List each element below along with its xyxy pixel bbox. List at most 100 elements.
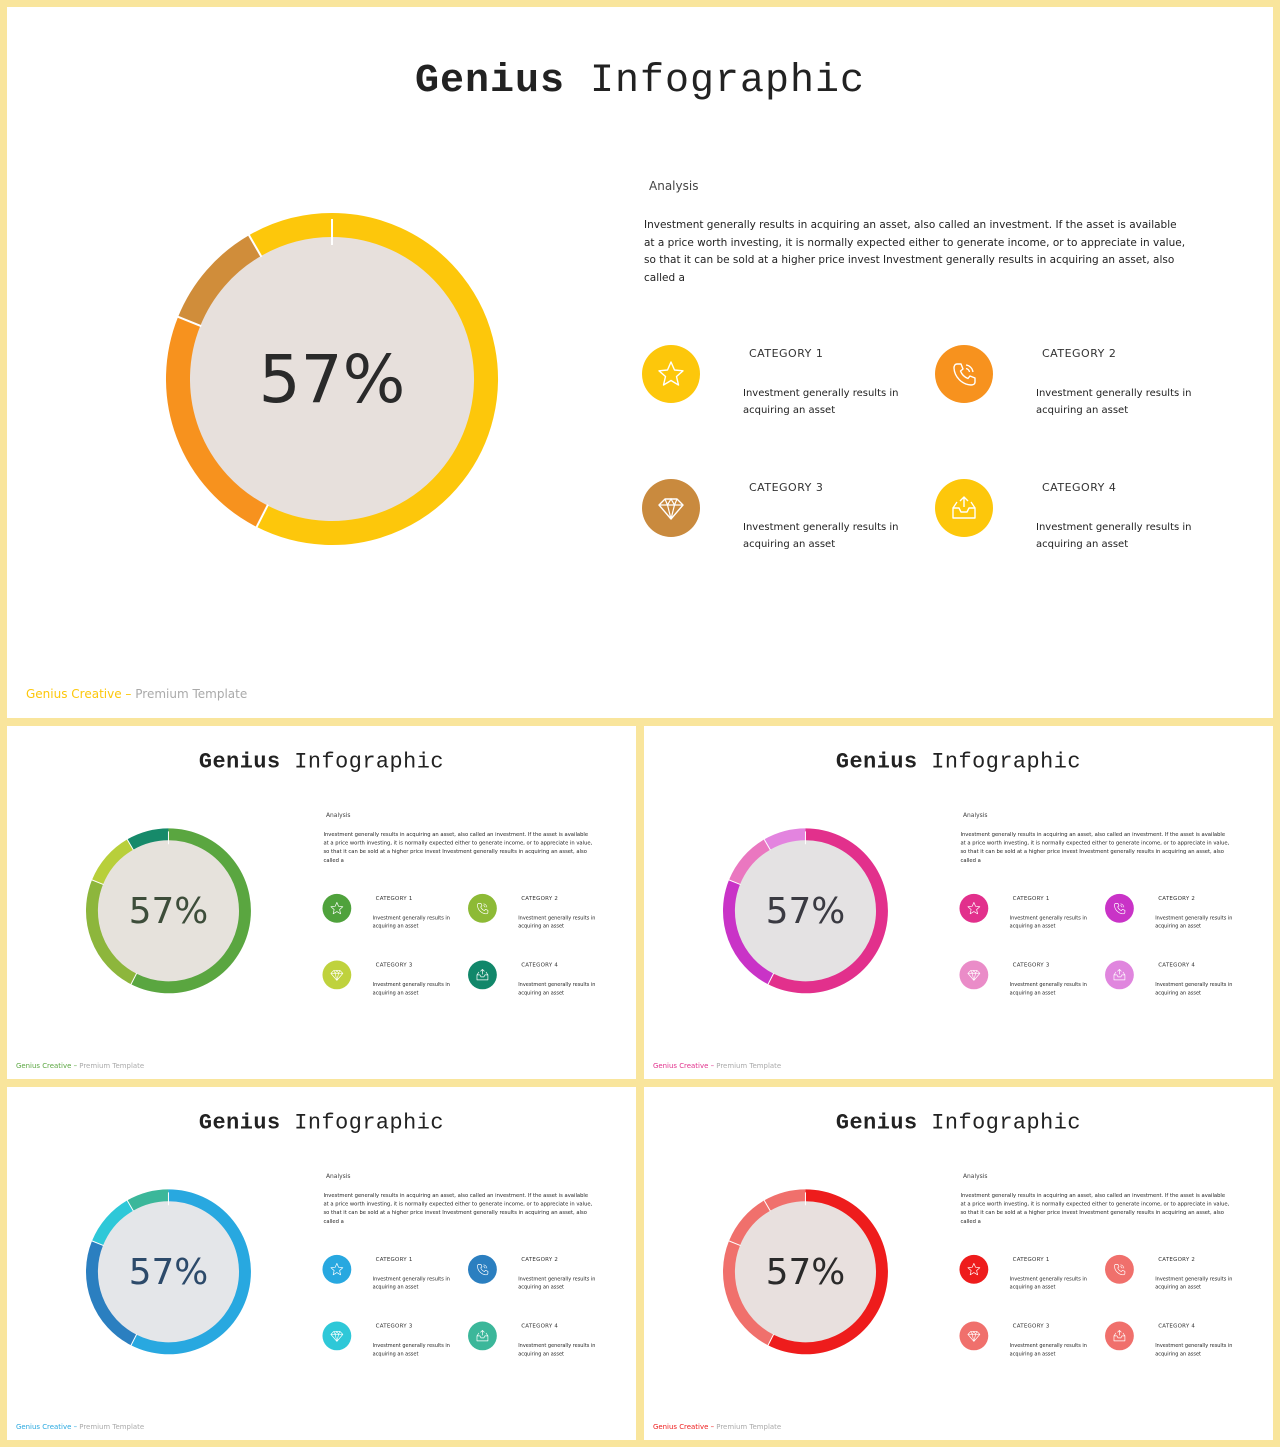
footer-separator: – — [71, 1061, 80, 1070]
analysis-body: Investment generally results in acquirin… — [644, 219, 1186, 284]
star-icon — [322, 893, 352, 923]
title-light: Infographic — [931, 1110, 1082, 1136]
donut-segment-3 — [728, 839, 771, 885]
category-desc: Investment generally results in acquirin… — [372, 1276, 450, 1291]
donut-segment-4 — [249, 213, 333, 257]
donut-separator — [126, 838, 134, 851]
inbox-icon — [468, 960, 497, 990]
star-icon — [959, 1254, 989, 1284]
diamond-icon — [959, 1321, 989, 1351]
category-name: CATEGORY 2 — [1158, 894, 1196, 902]
donut-center — [184, 231, 480, 527]
title-light: Infographic — [590, 59, 866, 104]
slide-blue[interactable]: Genius Infographic 57% Analysis Investme… — [7, 1087, 636, 1440]
slide-title: Genius Infographic — [7, 750, 636, 775]
analysis-body: Investment generally results in acquirin… — [960, 1192, 1230, 1225]
category-desc: Investment generally results in acquirin… — [1009, 915, 1087, 930]
donut-separator — [176, 315, 202, 328]
slide-canvas: Genius Infographic 57% Analysis Investme… — [644, 1087, 1273, 1440]
donut-segment-2 — [722, 879, 774, 985]
category-desc: Investment generally results in acquirin… — [743, 388, 899, 416]
category-name: CATEGORY 1 — [375, 1255, 413, 1263]
category-desc: Investment generally results in acquirin… — [518, 1342, 596, 1357]
category-name: CATEGORY 2 — [1042, 347, 1117, 360]
category-desc: Investment generally results in acquirin… — [1036, 522, 1192, 550]
category-name: CATEGORY 4 — [521, 1322, 559, 1329]
footer: Genius Creative – Premium Template — [653, 1423, 781, 1431]
category-name: CATEGORY 1 — [1012, 894, 1050, 902]
donut-segment-2 — [85, 1240, 137, 1346]
star-icon — [322, 1254, 352, 1284]
phone-icon — [468, 893, 497, 923]
slide-red[interactable]: Genius Infographic 57% Analysis Investme… — [644, 1087, 1273, 1440]
donut-separator — [728, 1240, 741, 1247]
donut-segment-main — [131, 1189, 251, 1355]
title-bold: Genius — [835, 1110, 918, 1136]
footer-brand: Genius Creative — [15, 1422, 72, 1431]
slide-title: Genius Infographic — [7, 59, 1273, 104]
percentage-label: 57% — [765, 1250, 846, 1293]
donut-separator — [91, 879, 104, 886]
footer-brand: Genius Creative — [652, 1422, 709, 1431]
analysis-heading: Analysis — [649, 179, 699, 193]
category-name: CATEGORY 4 — [1042, 481, 1117, 494]
donut-segment-4 — [127, 828, 169, 850]
analysis-body: Investment generally results in acquirin… — [323, 1192, 593, 1225]
donut-chart — [85, 828, 251, 994]
slide-main[interactable]: Genius Infographic 57% Analysis Investme… — [7, 7, 1273, 718]
phone-icon — [1105, 1254, 1134, 1284]
category-desc: Investment generally results in acquirin… — [518, 981, 596, 996]
footer-rest: Premium Template — [79, 1422, 145, 1431]
inbox-icon — [1105, 1321, 1134, 1351]
donut-center — [94, 837, 242, 985]
donut-segment-4 — [764, 1189, 806, 1211]
donut-segment-3 — [728, 1200, 771, 1246]
footer-rest: Premium Template — [135, 687, 248, 701]
footer: Genius Creative – Premium Template — [16, 1062, 144, 1070]
footer-separator: – — [708, 1422, 717, 1431]
slide-pink[interactable]: Genius Infographic 57% Analysis Investme… — [644, 726, 1273, 1079]
title-bold: Genius — [835, 749, 918, 775]
category-desc: Investment generally results in acquirin… — [1009, 1276, 1087, 1291]
donut-separator — [767, 1333, 775, 1346]
category-desc: Investment generally results in acquirin… — [1009, 1342, 1087, 1357]
footer-rest: Premium Template — [79, 1061, 145, 1070]
footer: Genius Creative – Premium Template — [16, 1423, 144, 1431]
donut-separator — [763, 1199, 771, 1212]
analysis-heading: Analysis — [962, 811, 988, 819]
footer-brand: Genius Creative — [26, 687, 122, 701]
category-desc: Investment generally results in acquirin… — [372, 915, 450, 930]
donut-chart — [166, 213, 498, 545]
footer-brand: Genius Creative — [652, 1061, 709, 1070]
category-name: CATEGORY 3 — [375, 1322, 413, 1329]
title-light: Infographic — [931, 749, 1082, 775]
phone-icon — [468, 1254, 497, 1284]
donut-segment-2 — [85, 879, 137, 985]
donut-center — [731, 837, 879, 985]
category-desc: Investment generally results in acquirin… — [1155, 1342, 1233, 1357]
donut-segment-main — [768, 828, 888, 994]
footer: Genius Creative – Premium Template — [653, 1062, 781, 1070]
category-name: CATEGORY 1 — [749, 347, 824, 360]
donut-segment-2 — [166, 316, 268, 527]
category-name: CATEGORY 3 — [749, 481, 824, 494]
donut-separator — [767, 972, 775, 985]
category-name: CATEGORY 4 — [521, 961, 559, 968]
donut-segment-main — [256, 213, 498, 545]
footer-rest: Premium Template — [716, 1061, 782, 1070]
category-desc: Investment generally results in acquirin… — [1155, 981, 1233, 996]
phone-icon — [935, 345, 993, 403]
footer-separator: – — [708, 1061, 717, 1070]
slide-canvas: Genius Infographic 57% Analysis Investme… — [7, 726, 636, 1079]
slide-green[interactable]: Genius Infographic 57% Analysis Investme… — [7, 726, 636, 1079]
percentage-label: 57% — [128, 1250, 209, 1293]
percentage-label: 57% — [128, 889, 209, 932]
donut-separator — [130, 1333, 138, 1346]
category-name: CATEGORY 2 — [521, 894, 559, 902]
category-name: CATEGORY 3 — [1012, 1322, 1050, 1329]
diamond-icon — [322, 1321, 352, 1351]
donut-segment-4 — [127, 1189, 169, 1211]
title-bold: Genius — [198, 1110, 281, 1136]
footer: Genius Creative – Premium Template — [26, 687, 247, 701]
donut-separator — [247, 233, 263, 258]
